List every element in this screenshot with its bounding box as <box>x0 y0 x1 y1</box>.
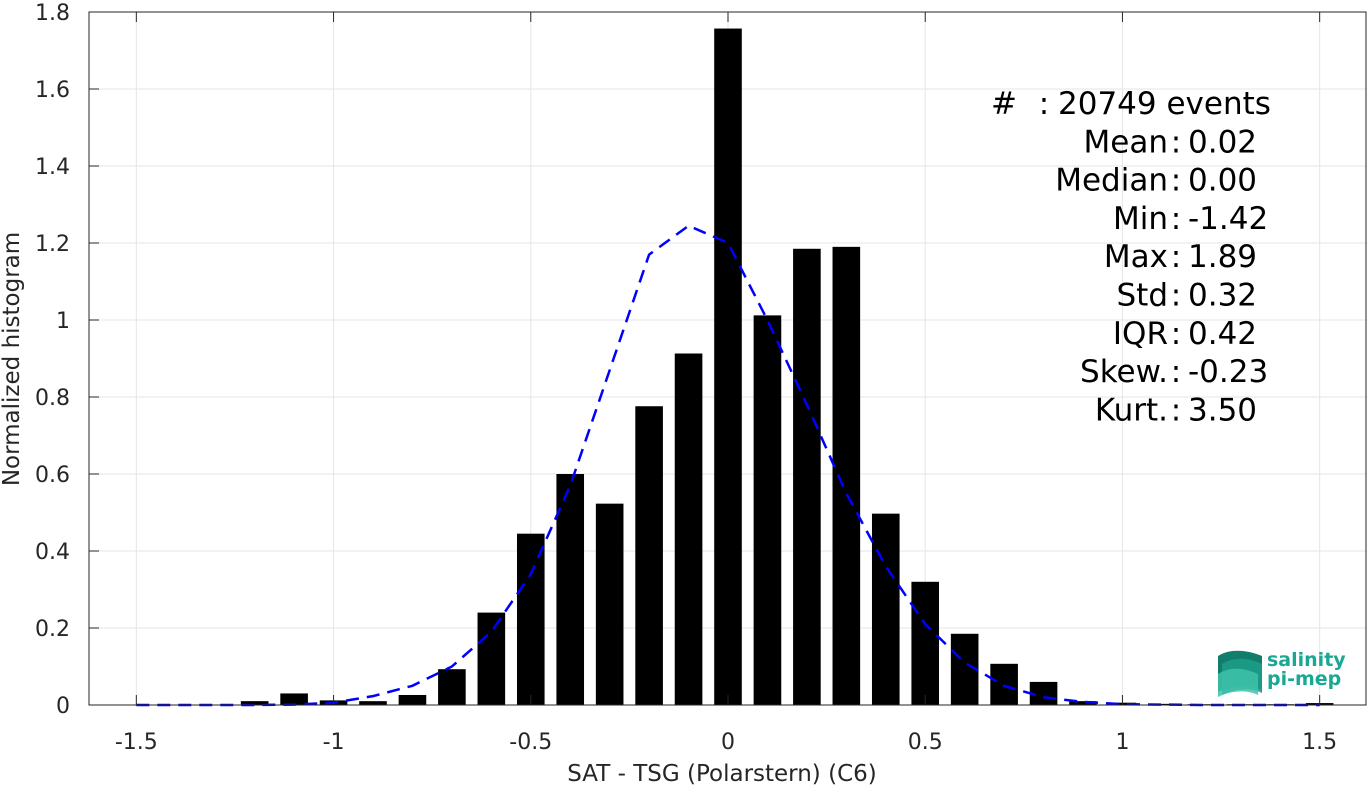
y-axis-title: Normalized histogram <box>0 232 25 486</box>
x-axis-title: SAT - TSG (Polarstern) (C6) <box>567 761 876 785</box>
histogram-bar <box>516 533 545 705</box>
stat-line: IQR:0.42 <box>1113 316 1257 352</box>
stat-value: 1.89 <box>1188 239 1257 275</box>
stat-separator: : <box>1171 163 1181 199</box>
stat-label: Mean <box>1084 124 1168 160</box>
histogram-bar <box>359 701 387 705</box>
stat-separator: : <box>1039 86 1049 122</box>
stat-separator: : <box>1171 316 1181 352</box>
y-tick-label: 1.2 <box>35 232 70 257</box>
stat-value: 0.42 <box>1188 316 1257 352</box>
x-tick-label: -1.5 <box>115 730 158 755</box>
stat-separator: : <box>1171 278 1181 314</box>
stat-label: IQR <box>1113 316 1168 352</box>
stat-separator: : <box>1171 392 1181 428</box>
x-tick-label: 0 <box>721 730 735 755</box>
logo-wave-icon <box>1218 650 1262 697</box>
histogram-bar <box>595 503 624 705</box>
stat-line: Min: -1.42 <box>1113 201 1268 237</box>
histogram-bar <box>753 315 782 705</box>
logo-line-1: salinity <box>1267 649 1346 671</box>
stat-value: -1.42 <box>1188 201 1268 237</box>
histogram-bar <box>438 669 466 705</box>
histogram-bar <box>635 406 663 705</box>
histogram-bar <box>398 694 427 705</box>
salinity-pi-mep-logo: salinity pi-mep <box>1218 649 1346 697</box>
stat-line: # :20749 events <box>991 86 1271 122</box>
stat-separator: : <box>1171 239 1181 275</box>
histogram-bar <box>1069 701 1097 705</box>
histogram-bar <box>477 612 506 705</box>
histogram-bar <box>793 248 821 705</box>
x-tick-label: 1.5 <box>1302 730 1337 755</box>
stat-separator: : <box>1171 201 1181 237</box>
y-tick-label: 0.2 <box>35 617 70 642</box>
y-tick-label: 0.4 <box>35 540 70 565</box>
histogram-bar <box>871 513 900 705</box>
histogram-bar <box>240 701 269 705</box>
stat-line: Mean:0.02 <box>1084 124 1258 160</box>
stat-value: -0.23 <box>1188 354 1268 390</box>
stat-label: Kurt. <box>1095 392 1168 428</box>
stat-separator: : <box>1171 124 1181 160</box>
stat-value: 20749 events <box>1058 86 1271 122</box>
stat-value: 0.02 <box>1188 124 1257 160</box>
stat-label: Min <box>1113 201 1168 237</box>
y-tick-label: 1.6 <box>35 78 70 103</box>
y-tick-label: 1 <box>56 309 70 334</box>
stat-line: Median:0.00 <box>1055 163 1257 199</box>
y-tick-label: 0.6 <box>35 463 70 488</box>
stat-line: Max:1.89 <box>1104 239 1257 275</box>
stat-line: Kurt.:3.50 <box>1095 392 1257 428</box>
x-tick-label: 0.5 <box>908 730 943 755</box>
histogram-bar <box>911 581 940 705</box>
y-tick-label: 1.4 <box>35 155 70 180</box>
tick-labels: -1.5 -1 -0.5 0 0.5 1 1.5 0 0.2 0.4 0.6 0.8 1 1.2 1.4 1.… <box>35 1 1337 755</box>
stat-label: Skew. <box>1080 354 1168 390</box>
x-tick-label: 1 <box>1115 730 1129 755</box>
x-tick-label: -0.5 <box>509 730 552 755</box>
stat-label: # <box>991 86 1017 122</box>
histogram-bars <box>240 28 1334 706</box>
stat-separator: : <box>1171 354 1181 390</box>
stat-label: Std <box>1116 278 1168 314</box>
stat-value: 0.32 <box>1188 278 1257 314</box>
stat-label: Max <box>1104 239 1168 275</box>
logo-line-2: pi-mep <box>1267 668 1341 690</box>
histogram-bar <box>280 693 308 705</box>
stat-value: 3.50 <box>1188 392 1257 428</box>
histogram-bar <box>714 28 742 706</box>
y-tick-label: 0.8 <box>35 386 70 411</box>
y-tick-label: 1.8 <box>35 1 70 26</box>
histogram-bar <box>1148 703 1176 705</box>
stat-label: Median <box>1055 163 1168 199</box>
histogram-bar <box>556 474 585 705</box>
histogram-bar <box>674 353 703 705</box>
stat-line: Std:0.32 <box>1116 278 1257 314</box>
axes <box>88 11 1367 706</box>
histogram-bar <box>832 246 861 705</box>
stat-line: Skew.: -0.23 <box>1080 354 1268 390</box>
stat-value: 0.00 <box>1188 163 1257 199</box>
y-tick-label: 0 <box>56 694 70 719</box>
x-tick-label: -1 <box>323 730 345 755</box>
